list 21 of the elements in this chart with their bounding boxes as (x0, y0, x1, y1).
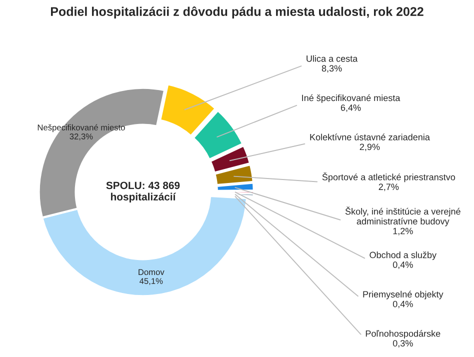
slice-label: Športové a atletické priestranstvo (322, 172, 456, 182)
slice-label: Kolektívne ústavné zariadenia (310, 134, 430, 140)
data-label: 1,2% (393, 228, 413, 236)
chart-title: Podiel hospitalizácii z dôvodu pádu a miesta udalosti, rok 2022 (51, 6, 424, 18)
data-label: 0,4% (392, 262, 413, 269)
slice-label: Iné špecifikované miesta (302, 94, 400, 103)
data-label: 32,3% (70, 134, 93, 140)
data-label: 0,3% (392, 340, 413, 348)
slice-label: Školy, iné inštitúcie a verejné administratívne budovy (345, 206, 460, 226)
data-label: 2,9% (360, 144, 380, 152)
slice-label: Obchod a služby (370, 252, 437, 260)
data-label: 0,4% (392, 300, 413, 308)
slice-label: Priemyselné objekty (363, 290, 444, 300)
slice-label: Poľnohospodárske (366, 330, 440, 339)
slice-label: Ulica a cesta (306, 55, 358, 62)
slice-label: Domov (138, 269, 164, 276)
data-label: 8,3% (322, 65, 342, 73)
data-label: 2,7% (378, 184, 399, 192)
data-label: 6,4% (340, 104, 361, 112)
data-label: 45,1% (140, 278, 163, 285)
text: SPOLU: 43 869 hospitalizácií (106, 182, 180, 203)
